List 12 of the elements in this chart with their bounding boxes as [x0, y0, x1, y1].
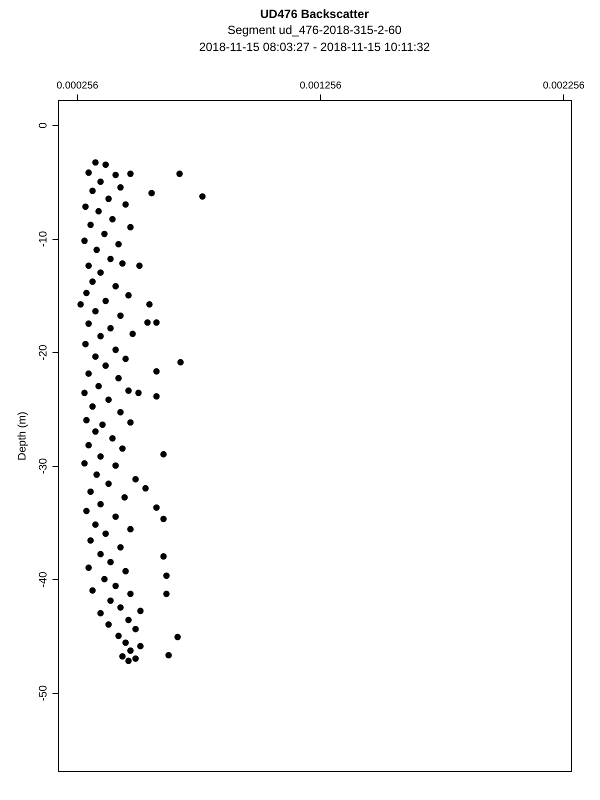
y-tick-label: -50 — [38, 685, 50, 702]
x-tick-label: 0.000256 — [56, 80, 99, 92]
chart-subtitle: Segment ud_476-2018-315-2-60 2018-11-15 08:03:27 - 2018-11-15 10:11:32 — [199, 23, 430, 54]
x-tick-label: 0.002256 — [542, 80, 586, 92]
y-tick-label: -20 — [38, 344, 50, 361]
y-tick-label: -30 — [38, 458, 50, 474]
y-axis-title: Depth (m) — [16, 412, 28, 460]
x-tick-label: 0.001256 — [300, 80, 342, 92]
y-tick-label: -40 — [38, 572, 50, 588]
y-tick-label: 0 — [38, 122, 50, 129]
chart-title: UD476 Backscatter — [260, 7, 370, 21]
y-tick-label: -10 — [38, 231, 50, 247]
